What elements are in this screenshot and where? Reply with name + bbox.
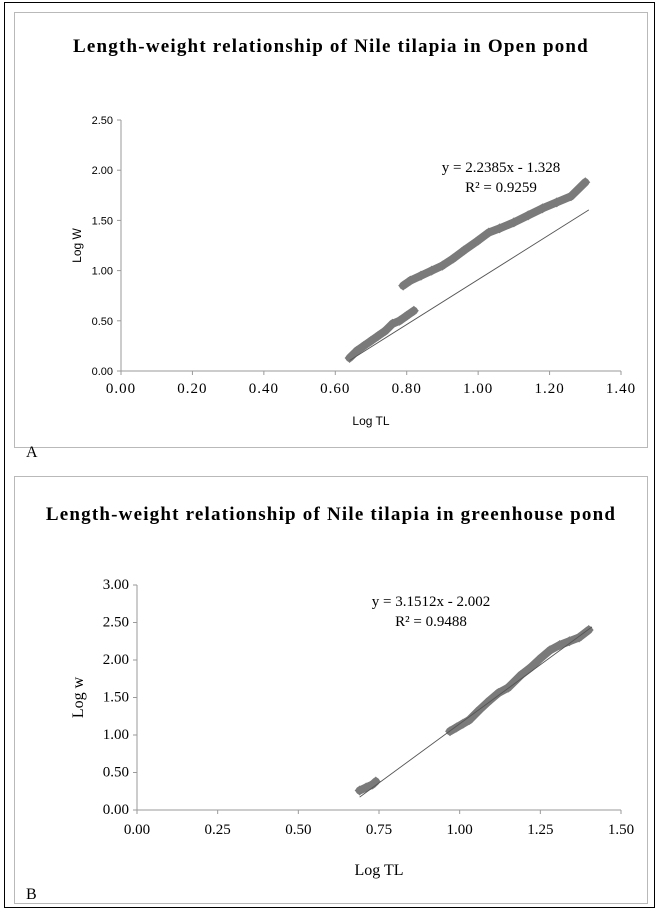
scatter-plot-b: 0.00 0.50 1.00 1.50 2.00 2.50 3.00 0.00 0.25 0.50… — [70, 577, 634, 879]
x-tick-label: 0.80 — [392, 381, 422, 397]
scatter-plot-a: 0.00 0.50 1.00 1.50 2.00 2.50 0.00 0.20 0.40 0.60… — [70, 115, 636, 428]
y-tick-label: 0.00 — [103, 802, 129, 818]
data-cluster — [368, 777, 380, 789]
y-tick-label: 1.50 — [92, 215, 113, 227]
trendline-equation: y = 2.2385x - 1.328 — [442, 160, 560, 176]
x-tick-label: 0.50 — [285, 822, 311, 838]
x-axis-label: Log TL — [352, 414, 389, 428]
x-tick-label: 1.00 — [447, 822, 473, 838]
panel-label-a: A — [26, 444, 38, 461]
y-tick-label: 0.00 — [92, 366, 113, 378]
chart-panel-b: Length-weight relationship of Nile tilap… — [14, 476, 648, 904]
x-tick-label: 0.00 — [124, 822, 150, 838]
x-tick-label: 0.20 — [177, 381, 207, 397]
y-tick-label: 1.50 — [103, 690, 129, 706]
y-tick-label: 2.00 — [103, 652, 129, 668]
x-tick-label: 1.20 — [534, 381, 564, 397]
r-squared-label: R² = 0.9488 — [395, 614, 467, 630]
y-axis-label: Log W — [70, 227, 84, 262]
x-tick-label: 0.40 — [249, 381, 279, 397]
y-axis-label: Log w — [70, 676, 87, 718]
y-tick-label: 0.50 — [92, 316, 113, 328]
chart-panel-a: Length-weight relationship of Nile tilap… — [14, 12, 648, 448]
y-tick-label: 3.00 — [103, 577, 129, 593]
data-cluster — [567, 178, 590, 201]
x-tick-label: 1.40 — [606, 381, 636, 397]
y-tick-label: 1.00 — [103, 727, 129, 743]
x-tick-label: 1.25 — [527, 822, 553, 838]
x-axis-label: Log TL — [354, 862, 403, 879]
y-tick-label: 2.50 — [92, 115, 113, 127]
data-cluster — [575, 626, 593, 642]
panel-label-b: B — [26, 886, 37, 903]
trendline — [349, 209, 590, 361]
chart-title-b: Length-weight relationship of Nile tilap… — [45, 504, 617, 525]
x-tick-label: 0.00 — [106, 381, 136, 397]
trendline-equation: y = 3.1512x - 2.002 — [372, 594, 490, 610]
x-tick-label: 0.25 — [205, 822, 231, 838]
r-squared-label: R² = 0.9259 — [465, 180, 537, 196]
y-tick-label: 1.00 — [92, 266, 113, 278]
y-tick-label: 0.50 — [103, 765, 129, 781]
chart-title-a: Length-weight relationship of Nile tilap… — [73, 36, 589, 57]
data-cluster — [402, 306, 418, 320]
y-tick-label: 2.50 — [103, 615, 129, 631]
x-tick-label: 1.50 — [608, 822, 634, 838]
trendline — [359, 626, 593, 798]
x-tick-label: 0.60 — [320, 381, 350, 397]
figure-frame — [4, 2, 655, 908]
y-tick-label: 2.00 — [92, 165, 113, 177]
x-tick-label: 1.00 — [463, 381, 493, 397]
x-tick-label: 0.75 — [366, 822, 392, 838]
